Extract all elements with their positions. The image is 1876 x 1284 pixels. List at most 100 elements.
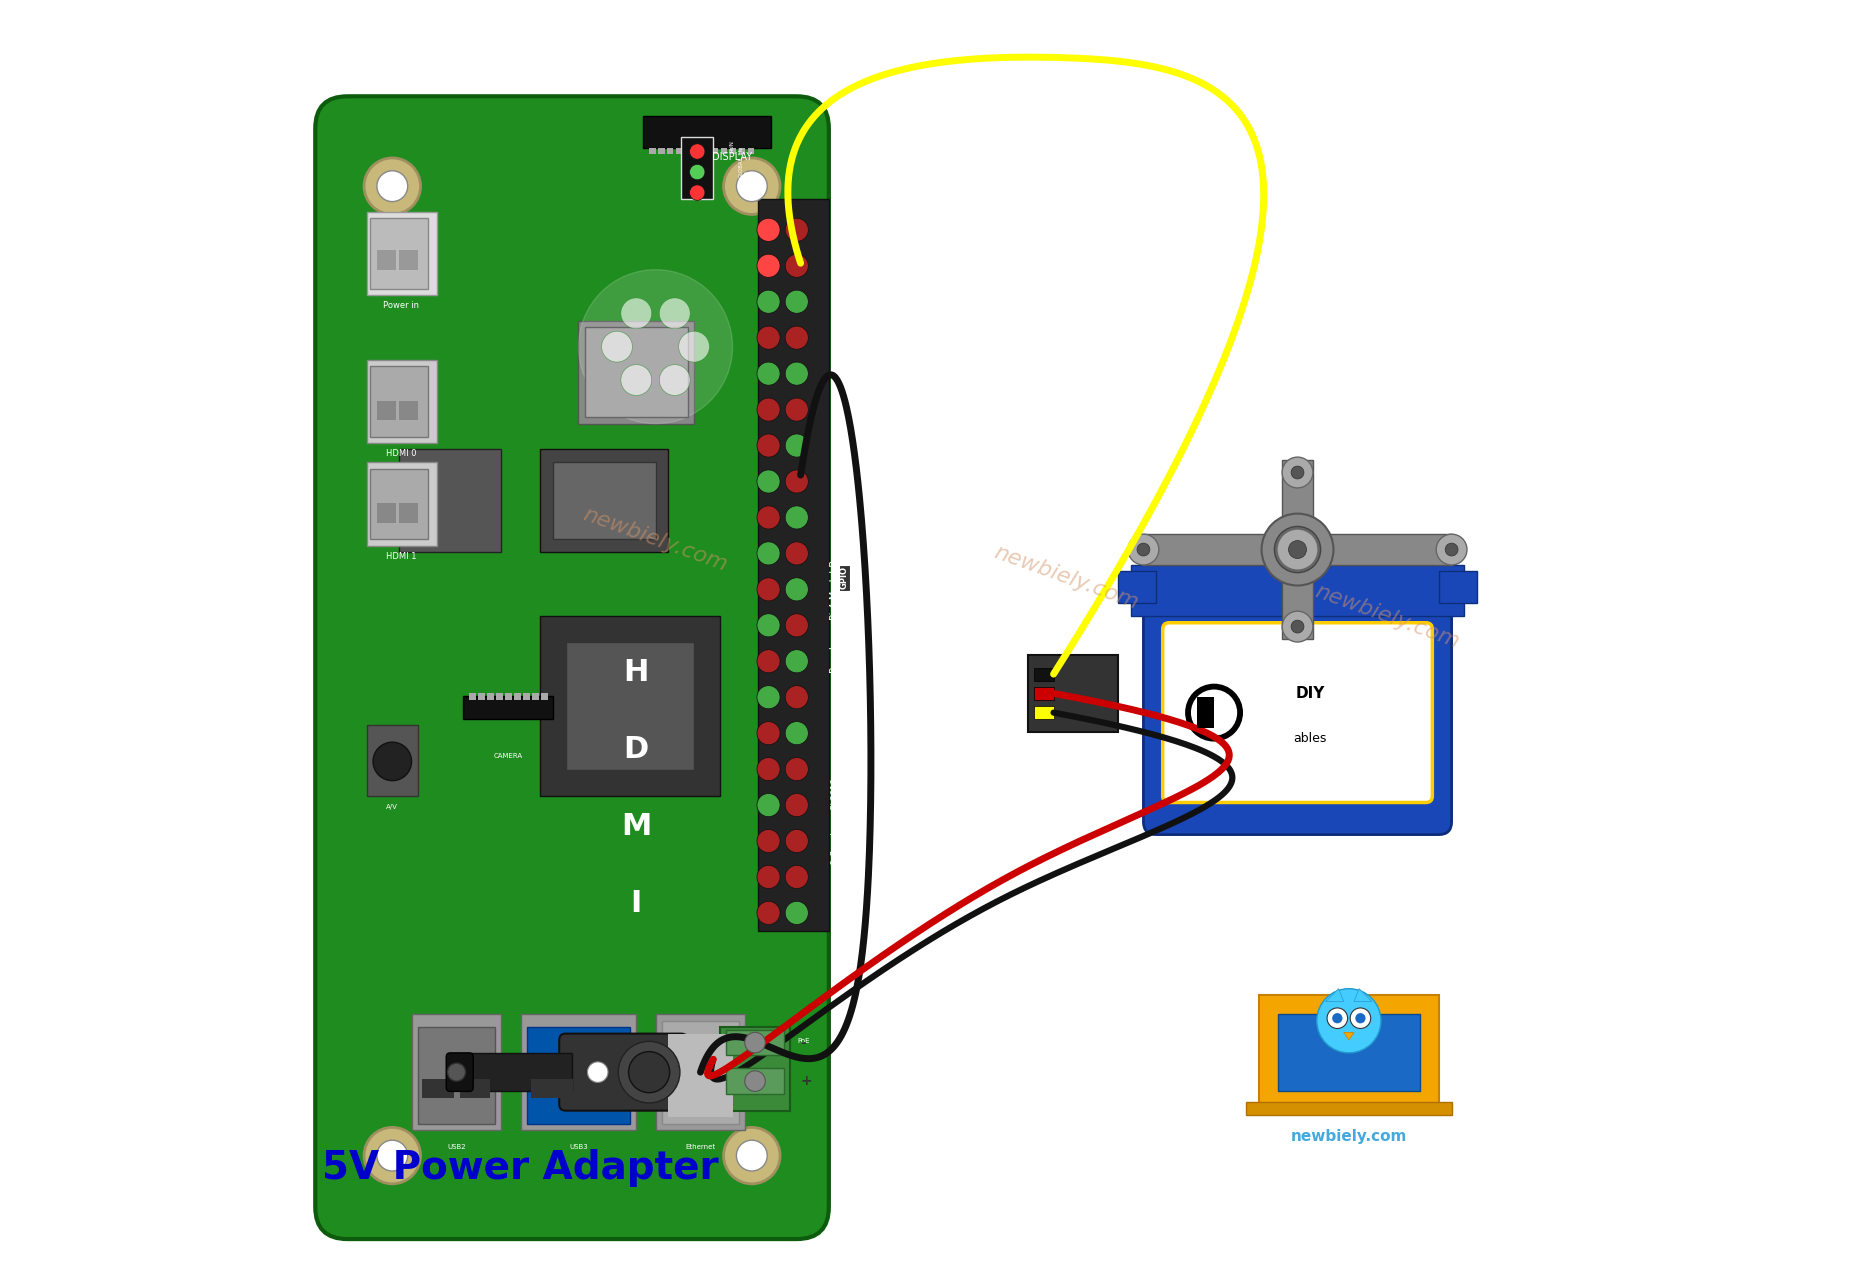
Text: DIY: DIY bbox=[1296, 686, 1324, 701]
Bar bbox=[366, 462, 437, 546]
Bar bbox=[377, 503, 396, 523]
Circle shape bbox=[1437, 534, 1467, 565]
Bar bbox=[1144, 534, 1452, 565]
Polygon shape bbox=[1343, 1032, 1354, 1040]
Circle shape bbox=[756, 470, 780, 493]
Bar bbox=[1131, 565, 1465, 616]
Bar bbox=[704, 148, 709, 154]
Text: -: - bbox=[801, 1036, 807, 1049]
Bar bbox=[540, 616, 720, 796]
Bar bbox=[578, 321, 694, 424]
Circle shape bbox=[786, 542, 809, 565]
Text: 5V Power Adapter: 5V Power Adapter bbox=[321, 1149, 719, 1188]
Text: newbiely.com: newbiely.com bbox=[1291, 1129, 1407, 1144]
Bar bbox=[685, 148, 692, 154]
Circle shape bbox=[1191, 690, 1236, 736]
Circle shape bbox=[364, 1127, 420, 1184]
Circle shape bbox=[756, 650, 780, 673]
Text: newbiely.com: newbiely.com bbox=[580, 503, 730, 575]
Circle shape bbox=[587, 1062, 608, 1082]
Circle shape bbox=[786, 218, 809, 241]
Circle shape bbox=[1278, 529, 1319, 570]
Circle shape bbox=[756, 722, 780, 745]
Bar bbox=[1281, 460, 1313, 550]
Bar bbox=[488, 693, 493, 700]
Bar bbox=[1281, 550, 1313, 639]
Bar bbox=[418, 1027, 495, 1124]
Bar bbox=[366, 725, 418, 796]
Circle shape bbox=[658, 298, 690, 329]
Bar bbox=[460, 1079, 490, 1098]
Circle shape bbox=[737, 1140, 767, 1171]
Text: HDMI 1: HDMI 1 bbox=[386, 552, 416, 561]
Bar bbox=[649, 148, 655, 154]
Circle shape bbox=[621, 365, 651, 395]
Circle shape bbox=[724, 158, 780, 214]
Circle shape bbox=[786, 398, 809, 421]
Bar bbox=[411, 1014, 501, 1130]
Circle shape bbox=[756, 686, 780, 709]
Bar bbox=[422, 1079, 454, 1098]
Text: M: M bbox=[621, 811, 651, 841]
Bar bbox=[377, 250, 396, 270]
Circle shape bbox=[628, 1052, 670, 1093]
Circle shape bbox=[658, 365, 690, 395]
Text: Ethernet: Ethernet bbox=[685, 1144, 715, 1150]
Circle shape bbox=[786, 722, 809, 745]
Bar bbox=[377, 401, 396, 420]
Circle shape bbox=[756, 362, 780, 385]
Circle shape bbox=[756, 218, 780, 241]
Circle shape bbox=[756, 398, 780, 421]
Circle shape bbox=[786, 470, 809, 493]
Bar bbox=[1034, 706, 1054, 719]
Circle shape bbox=[1127, 534, 1159, 565]
Circle shape bbox=[377, 171, 407, 202]
Bar bbox=[370, 366, 428, 437]
Circle shape bbox=[756, 758, 780, 781]
Bar bbox=[366, 360, 437, 443]
Text: +: + bbox=[801, 1075, 812, 1088]
Circle shape bbox=[786, 614, 809, 637]
Bar bbox=[655, 1014, 745, 1130]
Circle shape bbox=[786, 578, 809, 601]
Circle shape bbox=[602, 331, 632, 362]
Bar bbox=[730, 148, 737, 154]
Bar bbox=[675, 148, 683, 154]
FancyBboxPatch shape bbox=[559, 1034, 688, 1111]
Circle shape bbox=[1289, 541, 1306, 559]
Polygon shape bbox=[1326, 989, 1343, 1002]
Bar bbox=[1246, 1102, 1452, 1115]
Bar bbox=[694, 148, 700, 154]
Circle shape bbox=[1317, 989, 1381, 1053]
Text: USB2: USB2 bbox=[446, 1144, 465, 1150]
Polygon shape bbox=[1354, 989, 1371, 1002]
Circle shape bbox=[786, 326, 809, 349]
FancyBboxPatch shape bbox=[315, 96, 829, 1239]
Text: newbiely.com: newbiely.com bbox=[991, 542, 1141, 614]
Circle shape bbox=[621, 298, 651, 329]
Circle shape bbox=[1281, 611, 1313, 642]
Circle shape bbox=[1291, 466, 1304, 479]
Bar bbox=[478, 693, 484, 700]
Circle shape bbox=[1332, 1013, 1343, 1023]
Circle shape bbox=[756, 829, 780, 853]
Circle shape bbox=[1186, 684, 1242, 741]
Circle shape bbox=[756, 614, 780, 637]
Bar bbox=[366, 212, 437, 295]
Circle shape bbox=[756, 506, 780, 529]
Circle shape bbox=[745, 1071, 765, 1091]
Bar bbox=[582, 1079, 623, 1098]
Circle shape bbox=[756, 794, 780, 817]
Circle shape bbox=[364, 158, 420, 214]
Bar bbox=[505, 693, 512, 700]
Circle shape bbox=[690, 164, 705, 180]
Bar bbox=[662, 1021, 739, 1124]
Circle shape bbox=[786, 650, 809, 673]
Bar bbox=[527, 1027, 630, 1124]
Bar bbox=[739, 148, 745, 154]
Bar bbox=[1439, 571, 1476, 603]
Text: H: H bbox=[623, 657, 649, 687]
Text: RUN: RUN bbox=[730, 140, 735, 153]
Circle shape bbox=[377, 1140, 407, 1171]
Bar bbox=[523, 693, 529, 700]
